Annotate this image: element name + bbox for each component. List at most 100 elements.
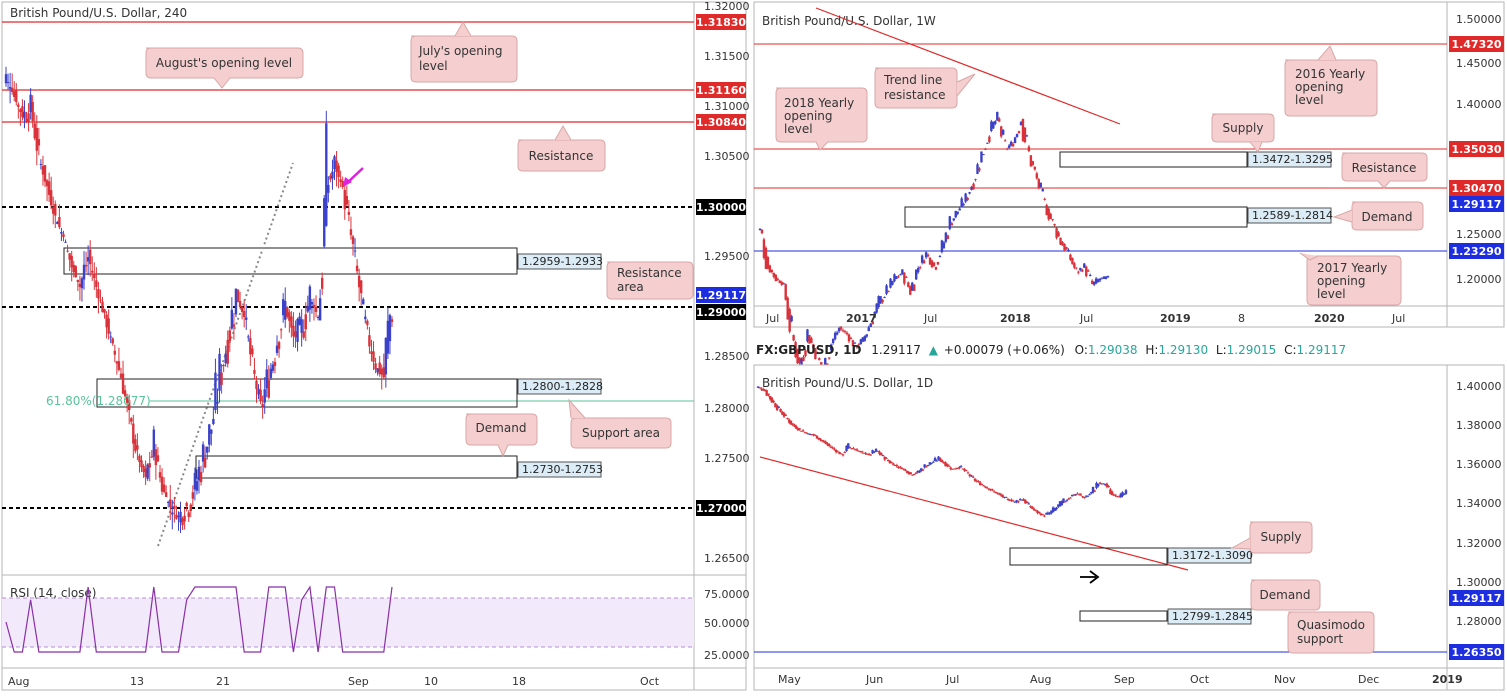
candle-body — [996, 492, 999, 494]
time-axis-label: Oct — [1190, 673, 1210, 686]
candle-body — [72, 264, 75, 272]
candle-body — [306, 305, 310, 312]
callout-resistance-area: Resistance area — [606, 261, 694, 300]
price-axis-label: 1.32000 — [1456, 537, 1502, 550]
candle-body — [261, 403, 264, 407]
svg-text:level: level — [419, 59, 448, 73]
candle-body — [938, 255, 942, 257]
svg-text:1.2800-1.2828: 1.2800-1.2828 — [522, 380, 603, 393]
candle-body — [1032, 508, 1036, 510]
weekly-zone-label-supply: 1.3472-1.3295 — [1247, 151, 1333, 168]
weekly-zone-label-demand: 1.2589-1.2814 — [1247, 207, 1333, 224]
candle-body — [815, 435, 819, 439]
candle-body — [25, 118, 28, 122]
candle-body — [259, 389, 262, 402]
candle-body — [302, 331, 305, 338]
candle-body — [115, 361, 119, 364]
candle-body — [179, 511, 182, 523]
candle-body — [316, 317, 320, 318]
callout-resistance-h4: Resistance — [517, 124, 606, 172]
candle-body — [1058, 501, 1062, 507]
candle-body — [764, 247, 768, 269]
candle-body — [236, 289, 240, 302]
candle-body — [762, 239, 766, 258]
candle-body — [160, 476, 164, 492]
price-axis-label: 1.32000 — [704, 0, 750, 13]
callout-trend-line-resistance: Trend line resistance — [874, 67, 976, 109]
time-axis-label: Nov — [1274, 673, 1296, 686]
candle-body — [855, 449, 859, 451]
candle-body — [337, 165, 340, 177]
candle-body — [936, 262, 940, 265]
candle-body — [148, 463, 151, 468]
candle-body — [269, 368, 273, 378]
candle-body — [1067, 249, 1070, 252]
svg-text:1.2730-1.2753: 1.2730-1.2753 — [522, 463, 603, 476]
candle-body — [123, 390, 127, 397]
candle-body — [1090, 491, 1093, 494]
candle-body — [171, 512, 174, 515]
candle-body — [803, 432, 807, 434]
candle-body — [841, 330, 845, 332]
candle-body — [867, 327, 870, 332]
candle-body — [780, 281, 783, 285]
candle-body — [982, 485, 985, 487]
candle-body — [281, 299, 285, 316]
candle-body — [1011, 143, 1015, 147]
candle-body — [323, 198, 326, 247]
candle-body — [951, 468, 954, 470]
candle-body — [952, 218, 955, 221]
candle-body — [851, 340, 855, 347]
candle-body — [871, 450, 874, 454]
time-axis-label: 2017 — [846, 312, 877, 325]
h4-zone-label-resistance: 1.2959-1.2933 — [517, 253, 603, 270]
time-axis-label: Jul — [765, 312, 779, 325]
candle-body — [918, 267, 922, 269]
candle-body — [1003, 140, 1007, 142]
candle-body — [1027, 146, 1031, 152]
candle-body — [1003, 496, 1006, 498]
candle-body — [977, 481, 980, 483]
price-tag-label: 1.23290 — [1451, 245, 1501, 258]
candle-body — [800, 358, 803, 365]
price-axis-label: 1.27500 — [704, 452, 750, 465]
candle-body — [834, 449, 838, 453]
price-tag-label: 1.35030 — [1451, 143, 1501, 156]
candle-body — [776, 278, 779, 280]
svg-text:Trend line: Trend line — [883, 73, 942, 87]
weekly-supply-zone — [1059, 151, 1248, 168]
candle-body — [1092, 281, 1096, 285]
candle-body — [992, 121, 995, 129]
candle-body — [257, 388, 260, 395]
candle-body — [874, 448, 878, 452]
candle-body — [888, 460, 892, 464]
h4-candles — [4, 66, 394, 533]
candle-body — [284, 301, 287, 320]
candle-body — [895, 276, 898, 279]
rsi-line — [5, 585, 393, 653]
candle-body — [15, 89, 18, 102]
candle-body — [1051, 507, 1055, 513]
time-axis-label: 2020 — [1314, 312, 1345, 325]
candle-body — [390, 319, 394, 322]
candle-body — [956, 211, 959, 214]
candle-body — [879, 296, 882, 304]
candle-body — [288, 312, 291, 321]
candle-body — [325, 123, 328, 226]
candle-body — [1081, 496, 1084, 498]
candle-body — [294, 331, 297, 338]
candle-body — [837, 328, 841, 332]
candle-body — [1015, 133, 1019, 138]
candle-body — [777, 406, 781, 408]
candle-body — [883, 456, 886, 460]
candle-body — [127, 400, 131, 411]
candle-body — [794, 425, 798, 429]
candle-body — [230, 309, 234, 329]
time-axis-label: 2019 — [1160, 312, 1191, 325]
price-tag — [1449, 180, 1504, 196]
price-tag-label: 1.47320 — [1451, 38, 1501, 51]
candle-body — [948, 216, 952, 229]
candle-body — [362, 299, 365, 305]
candle-body — [78, 283, 82, 287]
candle-body — [970, 186, 973, 190]
